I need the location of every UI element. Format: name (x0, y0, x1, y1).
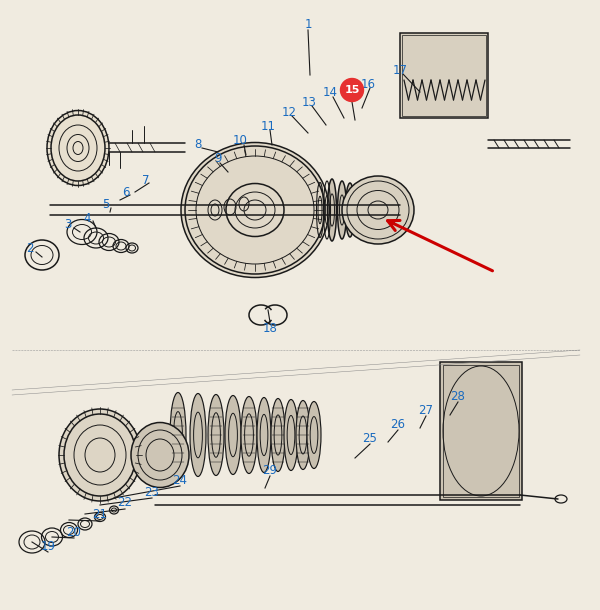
Text: 27: 27 (419, 403, 433, 417)
Ellipse shape (47, 110, 109, 185)
Text: 22: 22 (118, 497, 133, 509)
Text: 26: 26 (391, 417, 406, 431)
Ellipse shape (208, 395, 224, 476)
Text: 3: 3 (64, 218, 71, 232)
Ellipse shape (131, 423, 189, 487)
Ellipse shape (296, 401, 310, 470)
Ellipse shape (225, 395, 241, 475)
Ellipse shape (190, 393, 206, 476)
Text: 14: 14 (323, 87, 337, 99)
Text: 11: 11 (260, 120, 275, 132)
Ellipse shape (257, 398, 271, 473)
Ellipse shape (241, 396, 257, 473)
Circle shape (341, 79, 364, 101)
Text: 17: 17 (392, 63, 407, 76)
Text: 19: 19 (41, 539, 56, 553)
FancyBboxPatch shape (400, 33, 488, 118)
Ellipse shape (353, 184, 362, 236)
Text: 29: 29 (263, 464, 277, 476)
Text: 15: 15 (344, 85, 359, 95)
Text: 4: 4 (83, 212, 91, 224)
Ellipse shape (181, 143, 329, 278)
Ellipse shape (361, 185, 371, 235)
Ellipse shape (377, 185, 386, 235)
Text: 18: 18 (263, 321, 277, 334)
Text: 1: 1 (304, 18, 312, 32)
Text: 10: 10 (233, 134, 247, 148)
Ellipse shape (370, 185, 379, 235)
Text: 13: 13 (302, 96, 316, 109)
Ellipse shape (328, 179, 337, 241)
Ellipse shape (59, 409, 141, 501)
Ellipse shape (346, 183, 355, 237)
Text: 16: 16 (361, 77, 376, 90)
Ellipse shape (307, 401, 321, 468)
Text: 28: 28 (451, 390, 466, 403)
Ellipse shape (170, 392, 186, 478)
FancyBboxPatch shape (440, 362, 522, 500)
Ellipse shape (271, 398, 285, 472)
Text: 6: 6 (122, 185, 130, 198)
Text: 8: 8 (194, 137, 202, 151)
Text: 2: 2 (26, 243, 34, 256)
Ellipse shape (342, 176, 414, 244)
Ellipse shape (337, 181, 347, 239)
Text: 5: 5 (103, 198, 110, 212)
Text: 21: 21 (92, 509, 107, 522)
Text: 9: 9 (214, 152, 222, 165)
Text: 23: 23 (145, 486, 160, 498)
Text: 12: 12 (281, 106, 296, 118)
Text: 25: 25 (362, 431, 377, 445)
Ellipse shape (284, 400, 298, 470)
Text: 7: 7 (142, 173, 150, 187)
Text: 24: 24 (173, 473, 187, 487)
Text: 20: 20 (67, 525, 82, 539)
